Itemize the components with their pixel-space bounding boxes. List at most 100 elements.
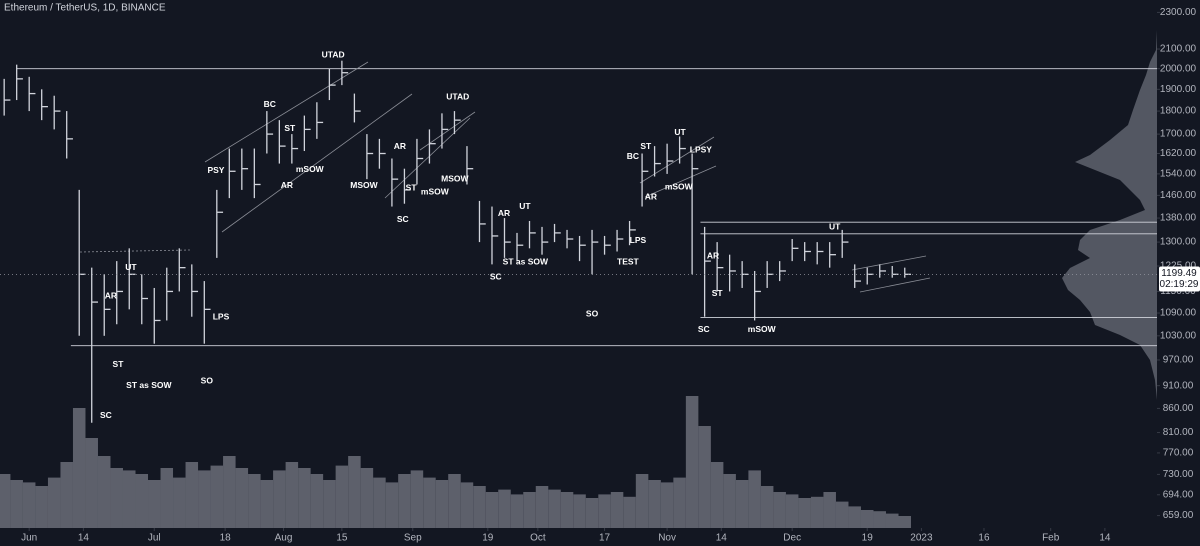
volume-bar [323,480,336,528]
volume-bar [248,474,261,528]
volume-bar [535,486,549,528]
annotation: mSOW [296,164,325,174]
volume-bar [835,501,849,528]
volume-bar [235,468,249,528]
volume-bar [285,462,299,528]
volume-bar [748,470,761,528]
volume-bar [823,492,836,528]
volume-bar [485,492,499,528]
annotation: LPS [213,312,230,322]
x-tick-label: Dec [783,533,801,544]
y-tick-label: 2100.00 [1160,44,1197,55]
x-tick-label: Nov [658,533,676,544]
y-tick-label: 730.00 [1163,469,1194,480]
annotation: mSOW [421,187,450,197]
volume-profile [1062,30,1157,400]
volume-bar [210,465,224,528]
x-tick-label: 2023 [910,533,933,544]
y-tick-label: 694.00 [1163,489,1194,500]
x-tick-label: Jul [148,533,161,544]
channel-line [851,255,927,271]
y-tick-label: 1800.00 [1160,106,1197,117]
y-tick-label: 1380.00 [1160,213,1197,224]
y-tick-label: 1090.00 [1160,308,1197,319]
volume-bar [673,477,686,528]
volume-bar [623,496,636,528]
volume-bar [348,456,361,528]
annotation: ST [712,288,724,298]
volume-bar [273,470,286,528]
y-tick-label: 1460.00 [1160,190,1197,201]
y-tick-label: 1540.00 [1160,169,1197,180]
annotation: UTAD [446,91,469,101]
x-tick-label: Feb [1042,533,1060,544]
channel-line [221,93,413,233]
volume-bar [97,456,111,528]
annotation: LPSY [690,144,713,154]
annotation: LPS [630,235,647,245]
volume-bar [635,474,649,528]
volume-bar [335,465,349,528]
y-tick-label: 860.00 [1163,403,1194,414]
y-tick-label: 1700.00 [1160,129,1197,140]
annotation: MSOW [350,180,378,190]
levels-layer [16,68,1157,347]
volume-bar [448,474,461,528]
annotation: SO [201,376,214,386]
annotation: BC [627,151,639,161]
x-tick-label: Aug [275,533,293,544]
volume-bar [410,470,424,528]
x-tick-label: Oct [530,533,546,544]
volume-bar [573,494,586,528]
y-tick-label: 2000.00 [1160,63,1197,74]
channel-line [644,165,717,198]
volume-bar [435,480,449,528]
x-tick-label: Jun [21,533,37,544]
volume-profile-shape [1062,30,1157,400]
volume-bar [460,482,474,528]
volume-bar [798,498,811,528]
volume-bar [610,492,624,528]
channel-line [859,277,931,293]
volume-bar [122,470,136,528]
annotation: ST as SOW [503,257,549,267]
annotation: AR [281,180,293,190]
volume-bar [885,513,899,528]
x-tick-label: 18 [220,533,232,544]
volume-bar [848,506,861,528]
annotation: BC [264,99,276,109]
annotation: SO [586,309,599,319]
countdown-label: 02:19:29 [1160,279,1199,290]
annotation: TEST [617,257,640,267]
channel-line [384,117,471,199]
last-price-box [1159,266,1200,292]
volume-bar [498,489,511,528]
axis-layer: 2300.00 2100.00 2000.00 1900.00 1800.00 1700.… [0,7,1200,544]
annotation: UT [829,222,841,232]
volume-bar [598,494,611,528]
annotation: UTAD [322,49,345,59]
annotation: AR [498,208,510,218]
x-tick-label: 14 [1099,533,1111,544]
annotation: PSY [207,165,224,175]
volume-bar [873,511,886,528]
annotation: AR [645,191,657,201]
x-tick-label: 16 [978,533,990,544]
volume-bar [710,462,724,528]
y-tick-label: 1150.00 [1160,286,1196,297]
annotation: ST [113,359,125,369]
volume-bar [773,492,786,528]
annotation: AR [394,141,406,151]
y-tick-label: 2300.00 [1160,7,1197,18]
volume-bar [510,494,524,528]
annotation: AR [105,291,117,301]
volume-bar [548,489,561,528]
volume-bar [560,492,574,528]
x-tick-label: 19 [482,533,494,544]
volume-bar [298,468,311,528]
volume-bar [898,516,912,528]
volume-bar [585,498,599,528]
volume-bar [35,486,48,528]
volume-bar [423,477,436,528]
